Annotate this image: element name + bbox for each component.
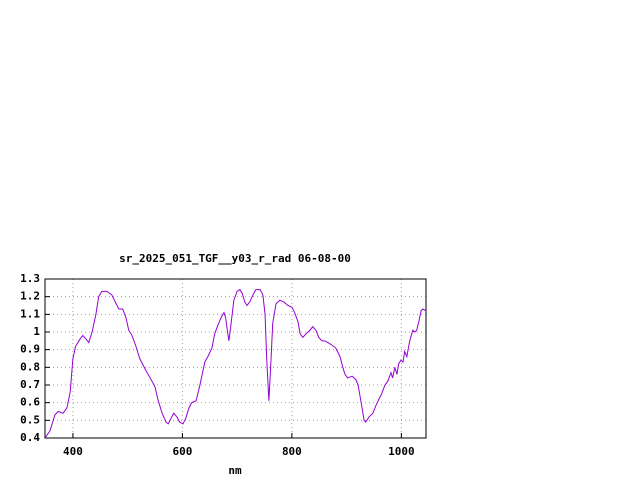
chart-title: sr_2025_051_TGF__y03_r_rad 06-08-00 [119,252,351,265]
y-tick-label: 1.1 [20,307,40,320]
y-tick-label: 1 [33,325,40,338]
y-tick-label: 1.2 [20,290,40,303]
x-axis-label: nm [228,464,242,477]
x-tick-label: 400 [63,445,83,458]
x-tick-label: 600 [172,445,192,458]
y-tick-label: 0.4 [20,431,40,444]
y-tick-label: 0.5 [20,413,40,426]
plot-frame [44,278,427,439]
y-tick-label: 0.6 [20,396,40,409]
y-tick-label: 1.3 [20,272,40,285]
y-tick-label: 0.8 [20,360,40,373]
data-line [44,288,427,439]
x-tick-label: 800 [282,445,302,458]
y-tick-label: 0.9 [20,343,40,356]
x-tick-label: 1000 [388,445,415,458]
y-tick-label: 0.7 [20,378,40,391]
